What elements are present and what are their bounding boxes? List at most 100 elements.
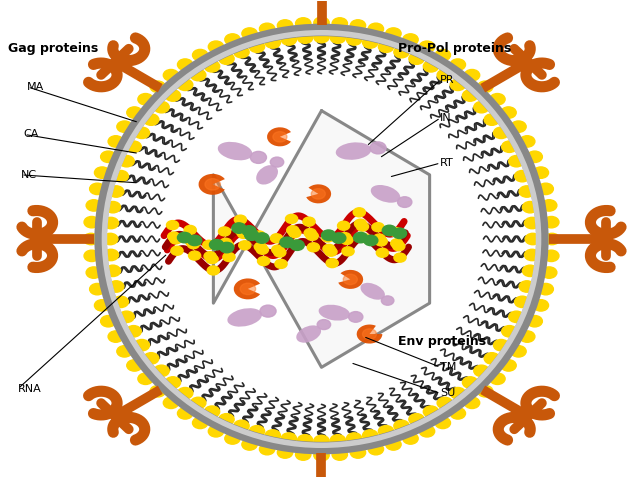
Circle shape [533,167,548,178]
Circle shape [386,439,401,450]
Circle shape [89,283,105,295]
Ellipse shape [218,142,252,160]
Circle shape [437,69,453,81]
Circle shape [501,107,516,118]
Circle shape [163,69,179,81]
Circle shape [225,433,240,444]
Circle shape [502,326,517,337]
Circle shape [358,233,370,242]
Text: TM: TM [440,362,457,372]
Circle shape [119,311,134,323]
Circle shape [167,221,179,229]
Text: SU: SU [440,389,455,399]
Circle shape [185,237,197,246]
Circle shape [383,225,396,236]
Circle shape [525,249,539,261]
Circle shape [219,413,234,425]
Circle shape [325,247,337,256]
Circle shape [493,127,509,139]
Wedge shape [357,325,383,344]
Circle shape [474,101,489,113]
Circle shape [323,244,335,253]
Circle shape [134,127,150,139]
Circle shape [342,247,354,256]
Circle shape [168,232,180,241]
Circle shape [257,257,269,266]
Circle shape [104,217,118,229]
Circle shape [104,249,118,261]
Circle shape [314,32,329,43]
Circle shape [527,151,543,163]
Circle shape [514,171,530,182]
Circle shape [222,241,234,250]
Circle shape [314,435,329,446]
Circle shape [117,346,132,357]
Circle shape [364,235,378,246]
Circle shape [341,236,353,244]
Circle shape [363,329,377,339]
Circle shape [89,183,105,195]
Circle shape [171,246,183,255]
Circle shape [474,365,489,377]
Ellipse shape [256,165,278,185]
Circle shape [272,245,284,254]
Circle shape [250,152,266,163]
Circle shape [237,229,249,239]
Circle shape [188,251,201,260]
Circle shape [519,186,534,197]
Circle shape [525,217,539,229]
Circle shape [322,233,334,242]
Circle shape [105,265,120,277]
Circle shape [462,377,478,388]
Circle shape [113,171,129,182]
Circle shape [322,230,336,240]
Circle shape [126,326,141,337]
Circle shape [435,417,451,429]
Circle shape [370,142,386,154]
Circle shape [102,233,118,245]
Circle shape [391,239,403,248]
Circle shape [170,235,182,244]
Circle shape [541,267,557,278]
Circle shape [350,20,366,31]
Circle shape [289,228,301,238]
Circle shape [177,232,192,243]
Circle shape [356,222,368,231]
Circle shape [541,200,557,211]
Circle shape [277,20,293,31]
Circle shape [435,49,451,61]
Wedge shape [306,185,331,203]
Circle shape [234,215,246,224]
Circle shape [187,239,199,249]
Circle shape [177,408,193,419]
Circle shape [177,59,193,70]
Circle shape [204,406,220,417]
Circle shape [394,420,409,432]
Circle shape [484,114,500,125]
Circle shape [275,260,287,269]
Circle shape [84,233,99,245]
Circle shape [259,444,275,455]
Circle shape [373,234,385,243]
Circle shape [188,235,202,246]
Circle shape [154,365,169,377]
Circle shape [394,46,409,58]
Circle shape [296,18,311,29]
Circle shape [296,449,311,460]
Circle shape [192,417,208,429]
Circle shape [394,253,406,262]
Text: Gag proteins: Gag proteins [8,43,98,55]
Circle shape [462,90,478,101]
Wedge shape [338,270,363,289]
Circle shape [184,226,196,235]
Circle shape [208,425,224,437]
Circle shape [393,228,406,239]
Circle shape [501,360,516,371]
Circle shape [390,228,402,237]
Text: MA: MA [27,82,44,92]
Circle shape [527,315,543,327]
Circle shape [154,101,169,113]
Circle shape [511,346,526,357]
Circle shape [204,252,216,261]
Circle shape [403,433,418,444]
